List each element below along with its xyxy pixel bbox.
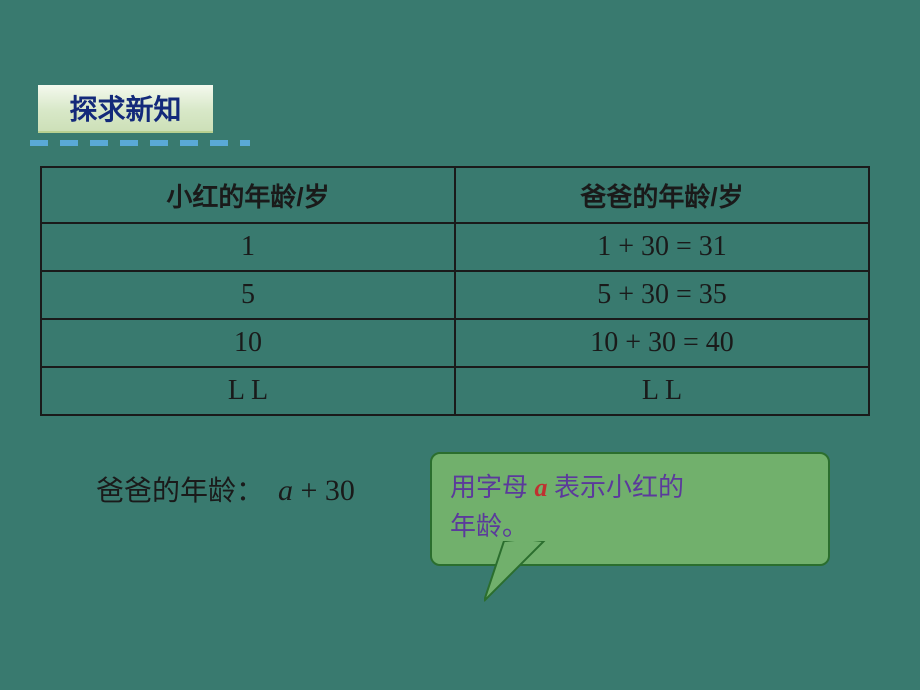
- cell-baba: 10 + 30 = 40: [455, 319, 869, 367]
- formula-label: 爸爸的年龄：: [96, 469, 264, 509]
- formula-var-a: a: [278, 474, 293, 507]
- table-row: 5 5 + 30 = 35: [41, 271, 869, 319]
- callout-line2: 年龄。: [450, 512, 528, 541]
- table-row: 10 10 + 30 = 40: [41, 319, 869, 367]
- formula-expression: a + 30: [278, 474, 355, 508]
- cell-xiaohong: 5: [41, 271, 455, 319]
- section-title-box: 探求新知: [38, 85, 213, 133]
- col-header-xiaohong: 小红的年龄/岁: [41, 167, 455, 223]
- cell-xiaohong: 1: [41, 223, 455, 271]
- cell-xiaohong: L L: [41, 367, 455, 415]
- callout-prefix: 用字母: [450, 473, 535, 502]
- col-header-baba: 爸爸的年龄/岁: [455, 167, 869, 223]
- callout-var: a: [535, 473, 548, 502]
- section-title: 探求新知: [69, 88, 181, 128]
- cell-baba: 1 + 30 = 31: [455, 223, 869, 271]
- table-row: L L L L: [41, 367, 869, 415]
- callout-middle: 表示小红的: [548, 473, 685, 502]
- cell-xiaohong: 10: [41, 319, 455, 367]
- formula-rest: + 30: [293, 474, 355, 507]
- table-row: 1 1 + 30 = 31: [41, 223, 869, 271]
- age-table: 小红的年龄/岁 爸爸的年龄/岁 1 1 + 30 = 31 5 5 + 30 =…: [40, 166, 870, 416]
- cell-baba: L L: [455, 367, 869, 415]
- title-underline: [30, 140, 250, 146]
- formula-line: 爸爸的年龄： a + 30: [96, 469, 355, 509]
- table-header-row: 小红的年龄/岁 爸爸的年龄/岁: [41, 167, 869, 223]
- cell-baba: 5 + 30 = 35: [455, 271, 869, 319]
